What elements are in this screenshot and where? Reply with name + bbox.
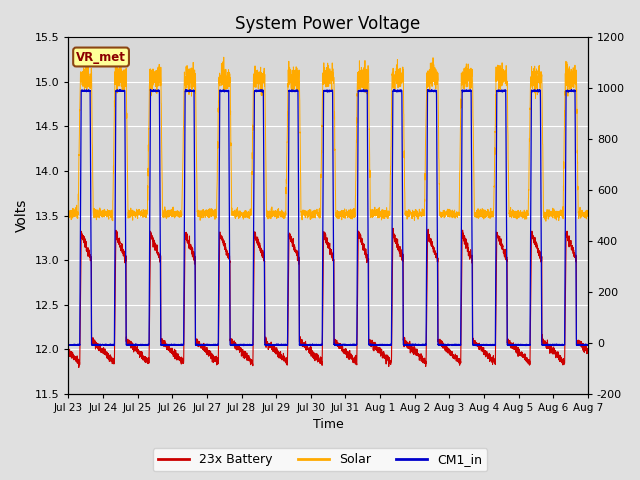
- Y-axis label: Volts: Volts: [15, 199, 29, 232]
- Text: VR_met: VR_met: [76, 50, 126, 63]
- Legend: 23x Battery, Solar, CM1_in: 23x Battery, Solar, CM1_in: [153, 448, 487, 471]
- Title: System Power Voltage: System Power Voltage: [236, 15, 420, 33]
- X-axis label: Time: Time: [313, 419, 344, 432]
